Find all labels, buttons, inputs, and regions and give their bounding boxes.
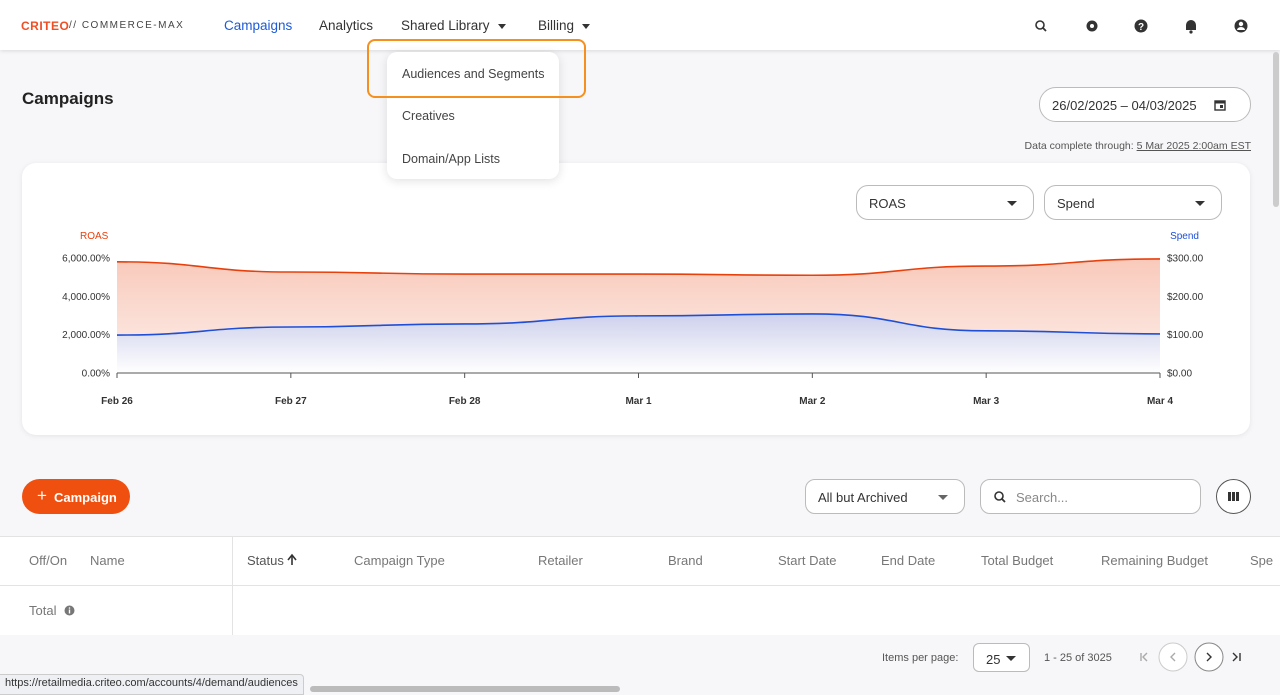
metric-select-right[interactable]: Spend [1044,185,1222,220]
columns-button[interactable] [1216,479,1251,514]
column-header[interactable]: Name [90,553,125,568]
first-page[interactable] [1140,652,1148,662]
nav-label: Shared Library [401,18,490,33]
column-header[interactable]: Spe [1250,553,1274,568]
total-label: Total [29,603,57,618]
column-header[interactable]: End Date [881,553,936,568]
pagination-buttons [1140,642,1241,672]
y2-tick-label: $0.00 [1167,369,1192,380]
calendar-icon [1214,100,1226,111]
status-filter[interactable]: All but Archived [805,479,965,514]
column-header[interactable]: Retailer [538,553,583,568]
date-range: 26/02/2025 – 04/03/2025 [1052,98,1197,113]
x-tick-label: Feb 26 [101,396,133,407]
add-campaign-button[interactable]: + Campaign [22,479,130,514]
search-box[interactable]: Search... [980,479,1201,514]
chart-card: ROAS Spend Feb 26 Feb 27 Feb 28 Mar 1 Mar 2 M… [22,163,1250,435]
header-icons: ? [1035,19,1248,34]
nav-label: Billing [538,18,575,33]
prev-page[interactable] [1158,642,1188,672]
y2-tick-label: $200.00 [1167,292,1204,303]
status-bar-url: https://retailmedia.criteo.com/accounts/… [0,674,304,695]
x-tick-label: Mar 4 [1147,396,1174,407]
x-tick-label: Mar 1 [625,396,652,407]
product-name: // COMMERCE-MAX [69,20,185,31]
scrollbar[interactable] [1273,52,1279,207]
page-range: 1 - 25 of 3025 [1044,652,1112,664]
items-per-page: 25 [986,652,1001,667]
info-icon[interactable] [64,605,75,616]
column-header[interactable]: Remaining Budget [1101,553,1208,568]
dropdown-menu: Audiences and Segments Creatives Domain/… [387,52,559,179]
data-complete-date[interactable]: 5 Mar 2025 2:00am EST [1136,140,1251,152]
menu-item[interactable]: Creatives [402,109,455,123]
items-per-page-select[interactable]: 25 [973,643,1030,672]
x-tick-label: Mar 2 [799,396,826,407]
y-tick-label: 6,000.00% [62,254,110,265]
filter-label: All but Archived [818,490,908,505]
highlight-box [367,39,586,98]
nav-item[interactable]: Campaigns [224,18,293,33]
column-header[interactable]: Start Date [778,553,837,568]
header: CRITEO // COMMERCE-MAX Campaigns Analyti… [0,0,1280,50]
nav-item[interactable]: Analytics [319,18,374,33]
last-page[interactable] [1232,652,1241,662]
menu-item[interactable]: Audiences and Segments [402,67,545,81]
search-icon [994,491,1006,503]
chart: Feb 26 Feb 27 Feb 28 Mar 1 Mar 2 Mar 3 Mar 4 0.… [62,231,1204,407]
date-range-picker[interactable]: 26/02/2025 – 04/03/2025 [1039,87,1251,122]
axis-title: Spend [1170,231,1199,242]
x-tick-label: Mar 3 [973,396,1000,407]
next-page[interactable] [1194,642,1224,672]
account-icon[interactable] [1234,19,1248,33]
table [0,536,1280,635]
column-header: Off/On [29,553,68,568]
y-tick-label: 4,000.00% [62,292,110,303]
line [116,313,1161,336]
metric-select-label: ROAS [869,196,906,211]
line [116,258,1161,277]
metric-select-label: Spend [1057,196,1095,211]
logo[interactable]: CRITEO [21,19,70,33]
scrollbar[interactable] [310,686,620,692]
x-tick-label: Feb 28 [449,396,481,407]
nav-item[interactable]: Billing [538,18,591,33]
y-tick-label: 0.00% [82,369,110,380]
sort-icon[interactable] [286,553,298,567]
page-title: Campaigns [22,89,114,108]
nav-item[interactable]: Shared Library [401,18,506,33]
column-header[interactable]: Brand [668,553,703,568]
column-header[interactable]: Campaign Type [354,553,445,568]
button-label: Campaign [54,490,117,505]
search-placeholder: Search... [1016,490,1069,505]
menu-item[interactable]: Domain/App Lists [402,152,500,166]
data-complete-label: Data complete through: [1024,140,1134,152]
y-tick-label: 2,000.00% [62,330,110,341]
x-tick-label: Feb 27 [275,396,307,407]
column-header[interactable]: Status [247,553,284,568]
metric-select-left[interactable]: ROAS [856,185,1034,220]
notification-icon[interactable] [1186,20,1196,34]
column-header[interactable]: Total Budget [981,553,1054,568]
y2-tick-label: $300.00 [1167,254,1204,265]
axis-title: ROAS [80,231,109,242]
y2-tick-label: $100.00 [1167,330,1204,341]
items-per-page-label: Items per page: [882,652,959,664]
data-complete: Data complete through: 5 Mar 2025 2:00am… [1025,140,1251,152]
area-fill [117,313,1160,373]
search-icon[interactable] [1035,20,1047,32]
settings-icon[interactable] [1086,20,1098,32]
svg-text:?: ? [1138,22,1144,33]
help-icon[interactable]: ? [1134,19,1148,34]
